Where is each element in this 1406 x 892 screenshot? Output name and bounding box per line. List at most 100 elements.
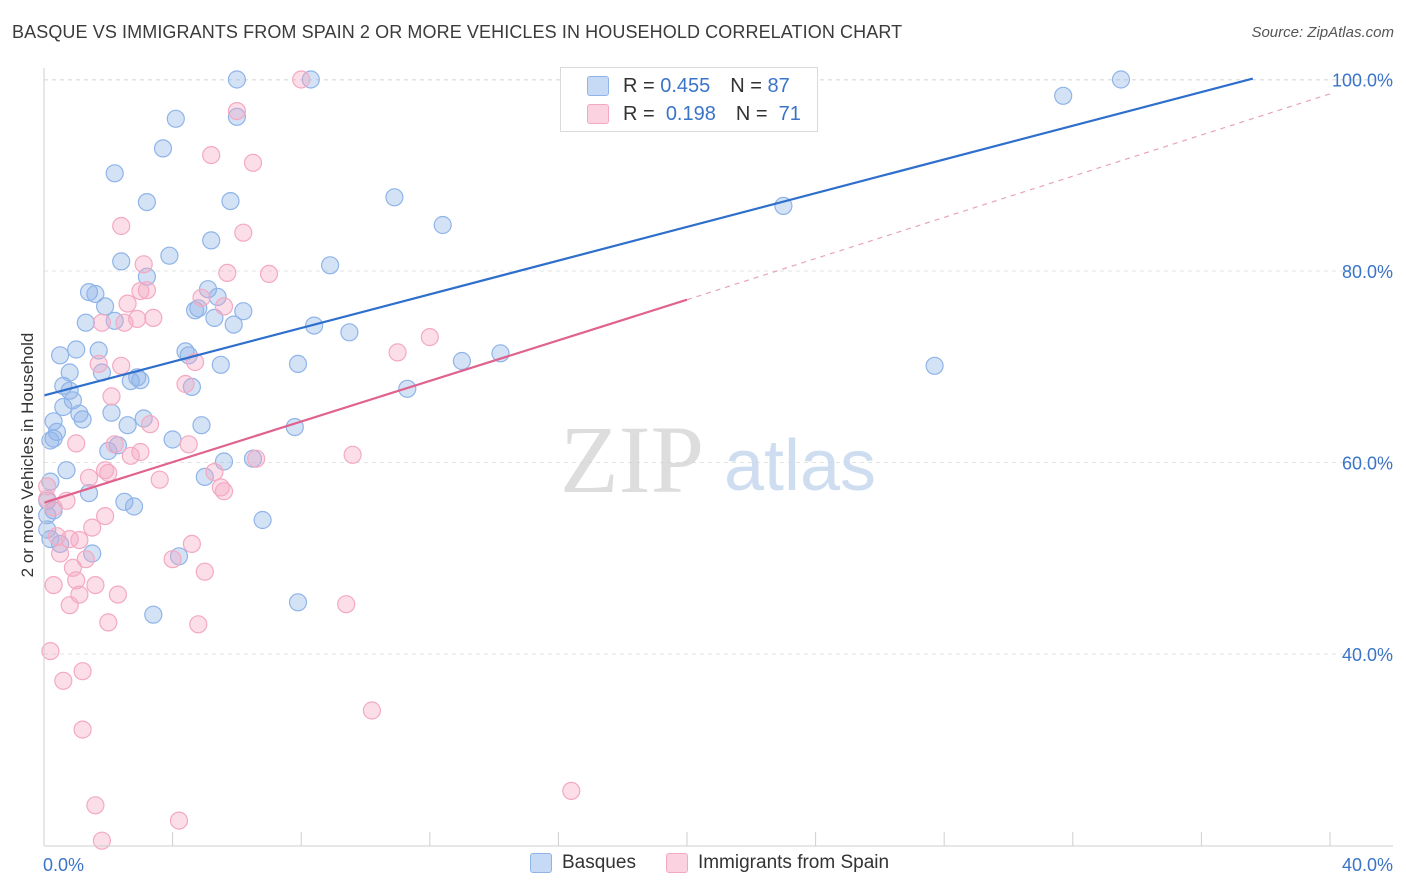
r-label: R = <box>623 102 655 125</box>
spain-point <box>337 595 356 614</box>
spain-point <box>134 255 153 274</box>
basques-point <box>73 410 92 429</box>
basques-point <box>321 256 340 275</box>
trend-lines <box>43 77 1331 504</box>
basques-point <box>50 346 70 365</box>
r-label: R = <box>623 74 655 97</box>
basques-point <box>79 283 99 302</box>
basques-point <box>86 284 105 304</box>
spain-point <box>95 461 115 480</box>
legend-item-basques[interactable]: Basques <box>530 852 636 874</box>
legend-item-spain[interactable]: Immigrants from Spain <box>665 852 890 874</box>
spain-point <box>259 264 279 283</box>
axes <box>43 68 1393 847</box>
basques-point <box>234 302 253 321</box>
basques-point <box>385 188 404 207</box>
spain-point <box>163 550 182 569</box>
basques-legend-label: Basques <box>562 852 636 873</box>
spain-point <box>234 223 253 242</box>
basques-point <box>57 461 76 480</box>
basques-point <box>89 341 108 360</box>
spain-point <box>292 70 311 89</box>
spain-point <box>89 354 108 373</box>
spain-point <box>67 571 86 590</box>
n-value-basques: 87 <box>767 74 790 97</box>
spain-point <box>38 477 57 496</box>
legend-row-spain: R = 0.198 N = 71 <box>587 102 801 126</box>
watermark-atlas: atlas <box>724 426 876 506</box>
spain-point <box>73 720 92 739</box>
spain-point <box>362 701 381 720</box>
basques-point <box>137 193 156 212</box>
spain-legend-swatch <box>665 853 688 873</box>
spain-point <box>214 297 234 316</box>
basques-point <box>1111 70 1131 89</box>
basques-point <box>211 355 230 374</box>
basques-point <box>60 363 79 382</box>
basques-point <box>288 593 308 612</box>
spain-legend-label: Immigrants from Spain <box>697 852 890 873</box>
basques-point <box>70 404 89 423</box>
spain-point <box>41 641 60 661</box>
basques-point <box>124 497 144 516</box>
basques-point <box>227 70 246 89</box>
spain-point <box>54 671 73 690</box>
y-tick-label: 80.0% <box>1342 262 1393 282</box>
basques-point <box>925 356 944 375</box>
spain-point <box>169 811 189 830</box>
spain-point <box>60 529 79 549</box>
spain-point <box>79 468 99 487</box>
basques-point <box>118 416 137 435</box>
basques-point <box>452 351 471 371</box>
spain-point <box>247 449 266 468</box>
spain-point <box>70 585 89 604</box>
basques-point <box>221 192 240 211</box>
basques-point <box>192 416 211 435</box>
spain-point <box>388 343 407 362</box>
spain-point <box>218 263 237 282</box>
basques-trend-line <box>43 77 1254 397</box>
spain-point <box>195 562 214 581</box>
spain-point <box>205 463 224 482</box>
x-tick-label: 0.0% <box>43 855 84 875</box>
basques-point <box>131 371 150 390</box>
basques-point <box>67 340 86 359</box>
basques-point <box>1054 86 1073 105</box>
spain-point <box>179 435 198 454</box>
correlation-legend: R = 0.455 N = 87 R = 0.198 N = 71 <box>560 67 818 132</box>
spain-point <box>562 781 581 801</box>
watermark-zip: ZIP <box>560 406 704 513</box>
spain-point <box>86 575 105 595</box>
spain-point <box>44 575 63 595</box>
r-value-basques: 0.455 <box>660 74 711 97</box>
basques-point <box>202 231 221 250</box>
basques-point <box>99 441 118 461</box>
spain-point <box>70 530 89 550</box>
spain-point <box>227 101 246 121</box>
basques-swatch <box>587 76 609 96</box>
spain-point <box>99 463 118 483</box>
basques-point <box>38 520 57 539</box>
spain-point <box>150 470 169 489</box>
spain-point <box>112 216 131 236</box>
spain-point <box>105 435 124 454</box>
spain-point <box>121 446 140 465</box>
basques-point <box>340 323 359 342</box>
basques-point <box>76 313 95 332</box>
chart-title: BASQUE VS IMMIGRANTS FROM SPAIN 2 OR MOR… <box>12 22 903 42</box>
basques-point <box>253 510 272 530</box>
spain-point <box>92 831 112 850</box>
basques-point <box>208 287 227 306</box>
spain-point <box>202 146 221 165</box>
spain-point <box>99 613 118 632</box>
basques-point <box>301 70 320 89</box>
legend-row-basques: R = 0.455 N = 87 <box>587 74 790 98</box>
r-value-spain: 0.198 <box>665 102 716 125</box>
basques-point <box>112 252 131 271</box>
spain-point <box>112 356 131 375</box>
basques-point <box>166 109 185 128</box>
spain-point <box>67 434 86 453</box>
y-tick-label: 60.0% <box>1342 454 1393 474</box>
tick-labels: 40.0% 60.0% 80.0% 100.0% 0.0% 40.0% <box>43 71 1393 876</box>
